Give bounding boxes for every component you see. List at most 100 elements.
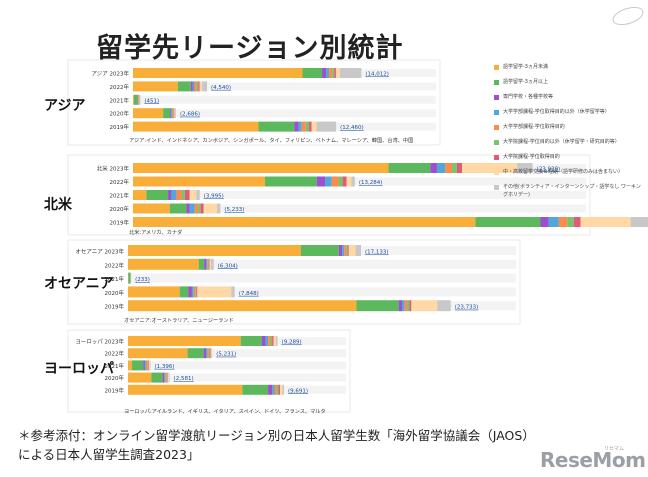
bar-segment xyxy=(338,245,343,256)
legend-label: 大学院課程-学位目的以外（休学留学・研究目的等） xyxy=(503,139,620,145)
bar-segment xyxy=(192,81,195,92)
bar-segment xyxy=(209,258,212,270)
bar-segment xyxy=(208,348,210,359)
bar-segment xyxy=(133,176,265,187)
region-panel-frame xyxy=(67,239,521,325)
bar-segment xyxy=(168,372,170,383)
bar-segment xyxy=(404,300,408,312)
footnote-line-1: ＊参考添付：オンライン留学渡航リージョン別の日本人留学生数「海外留学協議会（JA… xyxy=(18,428,535,443)
bar-segment xyxy=(151,372,163,383)
year-tick-label: 2022年 xyxy=(105,261,125,269)
bar-segment xyxy=(335,68,341,78)
bar-track xyxy=(133,177,586,186)
bar-segment xyxy=(203,203,218,214)
bar-track xyxy=(128,373,346,382)
legend-label: 語学留学-3ヵ月以上 xyxy=(503,79,548,85)
bar-segment xyxy=(133,203,170,214)
bar-segment xyxy=(168,190,172,200)
bar-total-label: (14,012) xyxy=(365,72,389,78)
region-panel-frame xyxy=(67,59,441,146)
bar-segment xyxy=(133,68,303,78)
bar-segment xyxy=(164,372,166,383)
bar-segment xyxy=(630,217,648,227)
region-label-north-america: 北米 xyxy=(44,197,72,213)
year-tick-label: 2020年 xyxy=(105,374,125,382)
bar-segment xyxy=(173,108,174,119)
bar-total-label: (17,133) xyxy=(365,250,389,256)
bar-segment xyxy=(128,384,243,395)
bar-segment xyxy=(351,176,355,187)
bar-total-label: (4,540) xyxy=(211,85,231,91)
bar-segment xyxy=(177,81,191,92)
bar-segment xyxy=(202,81,208,92)
bar-segment xyxy=(132,360,144,371)
bar-segment xyxy=(206,348,208,359)
region-panel-frame xyxy=(67,154,591,236)
bar-segment xyxy=(128,336,241,346)
bar-segment xyxy=(334,68,336,78)
brand-logo: ReseMom xyxy=(540,448,646,472)
bar-segment xyxy=(274,384,277,395)
bar-segment xyxy=(347,245,349,256)
bar-segment xyxy=(346,245,348,256)
bar-segment xyxy=(133,217,476,227)
bar-segment xyxy=(265,336,269,346)
bar-segment xyxy=(209,258,210,270)
region-label-oceania: オセアニア xyxy=(44,276,114,292)
year-tick-label: 2019年 xyxy=(105,303,125,311)
bar-segment xyxy=(149,360,151,371)
year-tick-label: 2020年 xyxy=(110,205,130,213)
region-panel-frame xyxy=(67,329,351,413)
bar-segment xyxy=(171,108,174,119)
year-tick-label: 2022年 xyxy=(105,350,125,358)
bar-track xyxy=(133,95,436,104)
bar-segment xyxy=(409,300,412,312)
bar-track xyxy=(133,82,436,91)
bar-total-label: (5,233) xyxy=(224,207,244,213)
bar-segment xyxy=(344,245,347,256)
bar-segment xyxy=(209,348,211,359)
bar-segment xyxy=(196,81,199,92)
bar-segment xyxy=(133,121,259,132)
region-label-europe: ヨーロッパ xyxy=(44,361,114,377)
bar-segment xyxy=(316,176,326,187)
bar-segment xyxy=(278,384,281,395)
bar-segment xyxy=(268,336,271,346)
bar-track xyxy=(128,259,516,269)
bar-segment xyxy=(203,348,207,359)
year-tick-label: 2021年 xyxy=(110,96,130,104)
bar-total-label: (23,929) xyxy=(537,167,561,173)
bar-segment xyxy=(128,372,152,383)
bar-segment xyxy=(332,68,335,78)
bar-segment xyxy=(133,81,178,92)
bar-segment xyxy=(167,372,169,383)
bar-segment xyxy=(191,286,194,298)
page-title: 留学先リージョン別統計 xyxy=(96,33,404,64)
bar-segment xyxy=(133,94,134,105)
year-tick-label: 北米 2023年 xyxy=(97,165,130,173)
bar-segment xyxy=(173,108,175,119)
year-tick-label: 2022年 xyxy=(110,83,130,91)
legend-label: 大学学部課程-学位取得目的 xyxy=(503,124,565,130)
bar-segment xyxy=(198,81,200,92)
bar-total-label: (3,995) xyxy=(204,194,224,200)
year-tick-label: 2019年 xyxy=(110,219,130,227)
bar-segment xyxy=(346,176,352,187)
year-tick-label: オセアニア 2023年 xyxy=(75,248,124,256)
bar-segment xyxy=(322,68,327,78)
bar-segment xyxy=(193,286,196,298)
bar-total-label: (2,686) xyxy=(180,112,200,118)
bar-segment xyxy=(143,360,145,371)
bar-total-label: (7,848) xyxy=(239,291,259,297)
legend-label: 中・高校留学交換＆短期（語学研修のみは含まない） xyxy=(503,169,624,175)
bar-segment xyxy=(171,190,177,200)
bar-segment xyxy=(175,108,176,119)
bar-segment xyxy=(133,163,389,173)
bar-segment xyxy=(329,68,333,78)
bar-track xyxy=(128,273,516,283)
bar-segment xyxy=(170,108,172,119)
bar-track xyxy=(128,361,346,370)
legend-swatch xyxy=(494,140,499,145)
bar-segment xyxy=(128,272,131,284)
bar-segment xyxy=(268,384,273,395)
